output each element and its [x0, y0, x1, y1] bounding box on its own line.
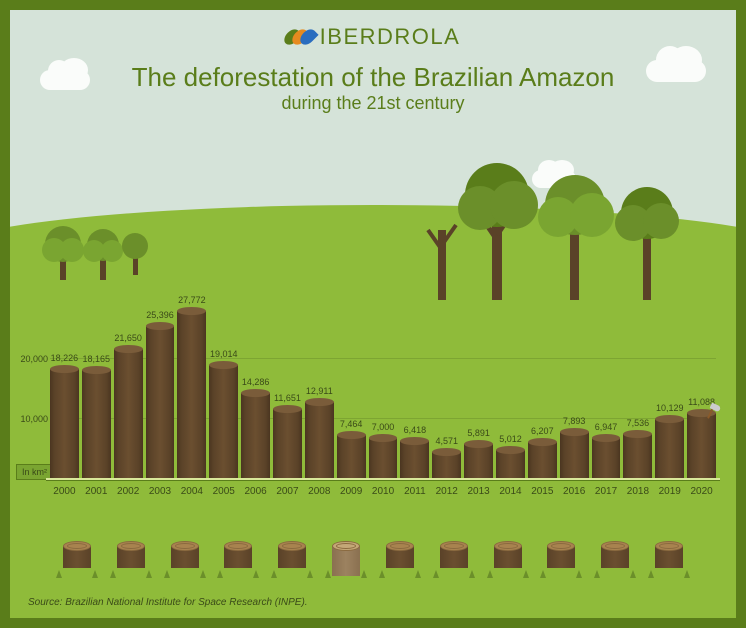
chart-title: The deforestation of the Brazilian Amazo…	[10, 62, 736, 93]
infographic-frame: IBERDROLA The deforestation of the Brazi…	[0, 0, 746, 628]
bar: 12,911	[305, 402, 334, 480]
stump-icon	[598, 546, 632, 576]
x-tick-label: 2020	[687, 480, 716, 500]
bar-value-label: 21,650	[114, 333, 142, 343]
bar-value-label: 6,207	[531, 426, 554, 436]
chart-subtitle: during the 21st century	[10, 93, 736, 114]
x-tick-label: 2006	[241, 480, 270, 500]
stump-icon	[221, 546, 255, 576]
bar: 11,088	[687, 413, 716, 480]
bar: 6,207	[528, 442, 557, 480]
flame-icon	[286, 28, 314, 46]
x-tick-label: 2012	[432, 480, 461, 500]
bar-value-label: 18,226	[51, 353, 79, 363]
x-tick-label: 2005	[209, 480, 238, 500]
bar-value-label: 10,129	[656, 403, 684, 413]
bar: 10,129	[655, 419, 684, 480]
bar: 25,396	[146, 326, 175, 480]
brand-logo: IBERDROLA	[286, 24, 461, 50]
stump-icon	[168, 546, 202, 576]
bar-value-label: 27,772	[178, 295, 206, 305]
stump-icon	[437, 546, 471, 576]
x-tick-label: 2000	[50, 480, 79, 500]
bar-value-label: 6,418	[404, 425, 427, 435]
bar-value-label: 7,000	[372, 422, 395, 432]
bar: 18,226	[50, 369, 79, 480]
x-tick-label: 2015	[528, 480, 557, 500]
x-tick-label: 2008	[305, 480, 334, 500]
deforestation-bar-chart: 10,00020,000 In km² 18,22618,16521,65025…	[50, 310, 716, 500]
x-tick-label: 2019	[655, 480, 684, 500]
x-tick-label: 2002	[114, 480, 143, 500]
stump-icon	[544, 546, 578, 576]
bars-container: 18,22618,16521,65025,39627,77219,01414,2…	[50, 310, 716, 480]
bar: 4,571	[432, 452, 461, 480]
stump-icon	[329, 546, 363, 576]
bar: 7,464	[337, 435, 366, 480]
x-tick-label: 2003	[146, 480, 175, 500]
bar-value-label: 5,012	[499, 434, 522, 444]
x-tick-label: 2017	[592, 480, 621, 500]
bar-value-label: 5,891	[467, 428, 490, 438]
x-tick-label: 2014	[496, 480, 525, 500]
cloud-icon	[532, 170, 576, 188]
bar: 18,165	[82, 370, 111, 480]
bar-value-label: 7,893	[563, 416, 586, 426]
bar-value-label: 6,947	[595, 422, 618, 432]
y-tick-label: 10,000	[20, 414, 48, 424]
stump-icon	[275, 546, 309, 576]
bar-value-label: 18,165	[83, 354, 111, 364]
x-tick-label: 2009	[337, 480, 366, 500]
bar-value-label: 12,911	[306, 386, 333, 396]
bar: 14,286	[241, 393, 270, 480]
bar: 11,651	[273, 409, 302, 480]
bar: 7,000	[369, 438, 398, 481]
bar: 7,893	[560, 432, 589, 480]
x-tick-label: 2011	[400, 480, 429, 500]
x-tick-label: 2004	[177, 480, 206, 500]
bar: 5,891	[464, 444, 493, 480]
bar-value-label: 4,571	[435, 436, 458, 446]
stumps-row	[60, 526, 686, 576]
bar: 5,012	[496, 450, 525, 480]
source-caption: Source: Brazilian National Institute for…	[28, 597, 308, 608]
bar: 21,650	[114, 349, 143, 480]
brand-text: IBERDROLA	[320, 24, 461, 50]
stump-icon	[114, 546, 148, 576]
x-tick-label: 2007	[273, 480, 302, 500]
x-axis-labels: 2000200120022003200420052006200720082009…	[50, 480, 716, 500]
x-tick-label: 2018	[623, 480, 652, 500]
stump-icon	[652, 546, 686, 576]
bar-value-label: 7,464	[340, 419, 363, 429]
x-tick-label: 2010	[369, 480, 398, 500]
stump-icon	[383, 546, 417, 576]
bar: 6,947	[592, 438, 621, 480]
bar-value-label: 11,651	[274, 393, 301, 403]
stump-icon	[491, 546, 525, 576]
bar: 6,418	[400, 441, 429, 480]
x-tick-label: 2013	[464, 480, 493, 500]
stump-icon	[60, 546, 94, 576]
bar-value-label: 7,536	[627, 418, 650, 428]
x-tick-label: 2016	[560, 480, 589, 500]
bar-value-label: 19,014	[210, 349, 238, 359]
logo-row: IBERDROLA	[10, 24, 736, 51]
bar: 27,772	[177, 311, 206, 480]
bar: 19,014	[209, 365, 238, 480]
title-block: The deforestation of the Brazilian Amazo…	[10, 62, 736, 114]
y-tick-label: 20,000	[20, 354, 48, 364]
bar-value-label: 14,286	[242, 377, 270, 387]
bar-value-label: 25,396	[146, 310, 174, 320]
x-tick-label: 2001	[82, 480, 111, 500]
bar: 7,536	[623, 434, 652, 480]
